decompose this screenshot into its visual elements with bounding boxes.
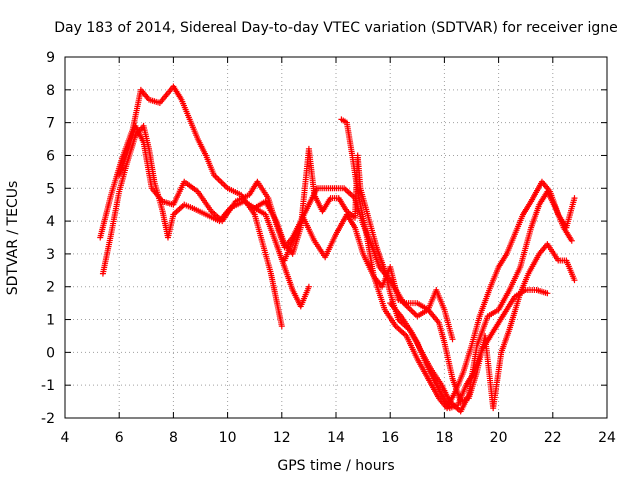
series-track-7 (387, 188, 575, 415)
y-tick-label: -1 (41, 378, 55, 394)
x-axis-label: GPS time / hours (277, 458, 394, 474)
data-point (568, 237, 575, 244)
y-tick-label: 9 (46, 50, 55, 66)
y-tick-label: 0 (46, 345, 55, 361)
x-tick-label: 24 (598, 430, 616, 446)
x-tick-label: 8 (169, 430, 178, 446)
data-layer (97, 83, 578, 415)
y-tick-label: -2 (41, 411, 55, 427)
x-tick-label: 14 (327, 430, 345, 446)
data-point (544, 290, 551, 297)
x-tick-label: 18 (435, 430, 453, 446)
y-tick-label: 5 (46, 181, 55, 197)
chart-title: Day 183 of 2014, Sidereal Day-to-day VTE… (54, 20, 617, 36)
y-tick-label: 3 (46, 247, 55, 263)
data-point (449, 336, 456, 343)
data-point (278, 323, 285, 330)
x-tick-label: 16 (381, 430, 399, 446)
x-tick-label: 10 (219, 430, 237, 446)
series-track-2 (99, 122, 312, 310)
y-tick-label: 8 (46, 83, 55, 99)
y-tick-label: 2 (46, 280, 55, 296)
x-tick-label: 22 (544, 430, 562, 446)
data-point (305, 283, 312, 290)
x-tick-label: 12 (273, 430, 291, 446)
y-tick-label: 4 (46, 214, 55, 230)
x-tick-label: 20 (490, 430, 508, 446)
x-tick-label: 6 (115, 430, 124, 446)
y-tick-label: 1 (46, 313, 55, 329)
y-axis-label: SDTVAR / TECUs (5, 181, 21, 296)
series-track-1 (97, 83, 285, 330)
data-point (571, 277, 578, 284)
y-tick-label: 6 (46, 148, 55, 164)
y-tick-label: 7 (46, 116, 55, 132)
data-point (571, 195, 578, 202)
series-track-6 (281, 211, 578, 412)
x-tick-label: 4 (61, 430, 70, 446)
